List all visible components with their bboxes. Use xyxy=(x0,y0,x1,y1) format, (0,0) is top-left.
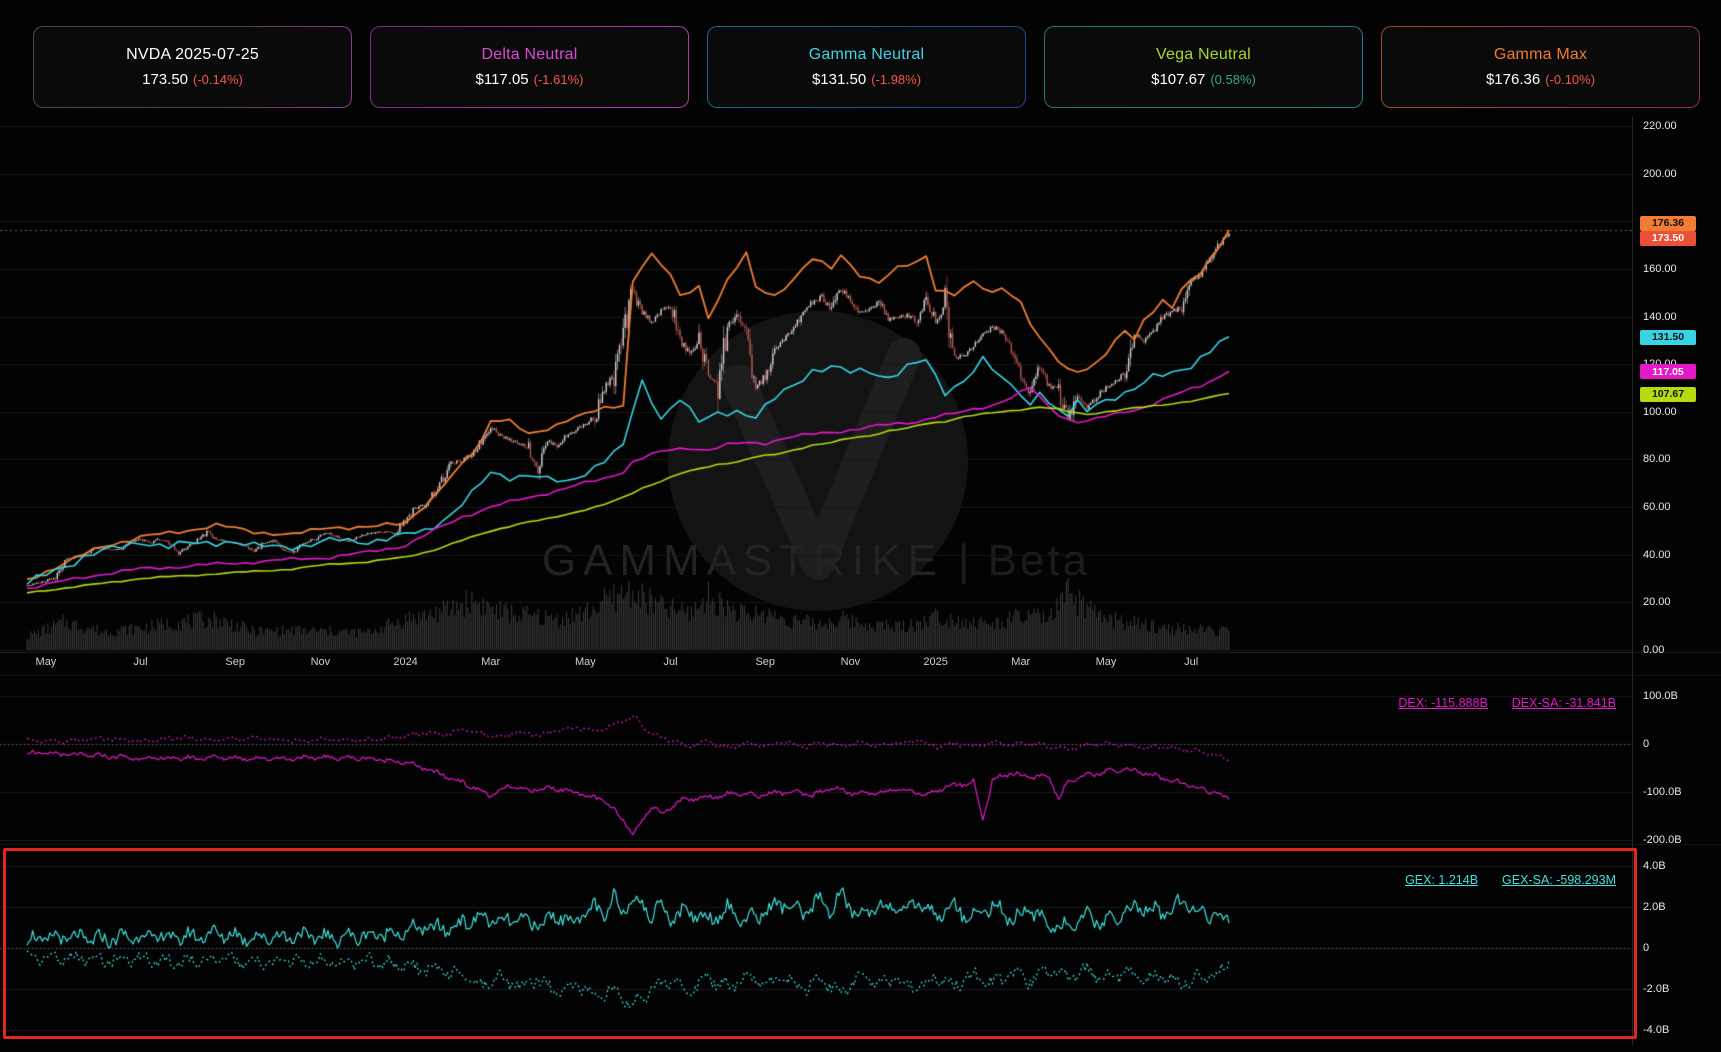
time-axis: May Jul Sep Nov 2024 Mar May Jul Sep Nov 2025 Mar Ma… xyxy=(0,653,1632,675)
price-chart-canvas[interactable] xyxy=(0,117,1632,652)
y-axis-label: 140.00 xyxy=(1643,310,1677,323)
x-axis-label-May: May xyxy=(35,656,57,668)
card-price[interactable]: NVDA 2025-07-25 173.50 (-0.14%) xyxy=(33,26,352,108)
card-gamma-max[interactable]: Gamma Max $176.36 (-0.10%) xyxy=(1381,26,1700,108)
card-gamma-max-title: Gamma Max xyxy=(1493,46,1588,63)
gex-y-axis: 4.0B 2.0B 0 -2.0B -4.0B xyxy=(1632,845,1721,1045)
price-y-axis: 220.00200.00180.00160.00140.00120.00100.… xyxy=(1632,117,1721,656)
gex-legend-link[interactable]: GEX: 1.214B xyxy=(1405,873,1479,887)
card-price-title: NVDA 2025-07-25 xyxy=(126,46,259,63)
price-plot: GAMMASTRIKE| Beta xyxy=(0,117,1632,652)
price-tag-117.05: 117.05 xyxy=(1640,364,1696,380)
dex-chart-canvas[interactable] xyxy=(0,676,1632,844)
card-delta-title: Delta Neutral xyxy=(481,46,578,63)
y-axis-label: 0.00 xyxy=(1643,644,1665,656)
x-axis-label-Jul: Jul xyxy=(133,656,148,668)
card-price-value: 173.50 (-0.14%) xyxy=(142,71,243,88)
x-axis-label-Jul: Jul xyxy=(663,656,678,668)
gex-chart-canvas[interactable] xyxy=(0,845,1632,1045)
y-axis-label: 220.00 xyxy=(1643,120,1677,132)
card-gamma-neutral-change: (-1.98%) xyxy=(871,72,922,87)
x-axis-label-2024: 2024 xyxy=(393,656,418,668)
y-axis-label: 100.00 xyxy=(1643,405,1677,418)
y-axis-label: 0 xyxy=(1643,942,1650,954)
card-vega-neutral[interactable]: Vega Neutral $107.67 (0.58%) xyxy=(1044,26,1363,108)
x-axis-label-Sep: Sep xyxy=(755,656,776,668)
gex-sa-legend-link[interactable]: GEX-SA: -598.293M xyxy=(1502,873,1616,887)
x-axis-label-May: May xyxy=(575,656,596,668)
y-axis-label: 0 xyxy=(1643,738,1650,750)
x-axis-label-May: May xyxy=(1095,656,1117,668)
card-gamma-max-value: $176.36 (-0.10%) xyxy=(1485,71,1596,88)
price-panel: GAMMASTRIKE| Beta 220.00200.00180.00160.… xyxy=(0,117,1721,656)
gex-legend: GEX: 1.214B GEX-SA: -598.293M xyxy=(1405,873,1616,887)
x-axis-label-Nov: Nov xyxy=(310,656,331,668)
y-axis-label: -4.0B xyxy=(1643,1024,1670,1036)
y-axis-label: 100.0B xyxy=(1643,690,1678,702)
card-gamma-neutral-title: Gamma Neutral xyxy=(808,46,925,63)
price-tag-131.50: 131.50 xyxy=(1640,329,1696,345)
y-axis-label: 200.00 xyxy=(1643,167,1677,180)
gex-plot: GEX: 1.214B GEX-SA: -598.293M xyxy=(0,845,1632,1045)
x-axis-label-Nov: Nov xyxy=(840,656,861,668)
card-gamma-neutral[interactable]: Gamma Neutral $131.50 (-1.98%) xyxy=(707,26,1026,108)
y-axis-label: 60.00 xyxy=(1643,501,1671,514)
x-axis-label-2025: 2025 xyxy=(923,656,948,668)
dex-sa-legend-link[interactable]: DEX-SA: -31.841B xyxy=(1511,696,1616,710)
card-price-change: (-0.14%) xyxy=(193,72,243,87)
axis-corner xyxy=(1632,653,1721,675)
price-tag-173.50: 173.50 xyxy=(1640,230,1696,246)
dex-plot: DEX: -115.888B DEX-SA: -31.841B xyxy=(0,676,1632,844)
dex-legend: DEX: -115.888B DEX-SA: -31.841B xyxy=(1398,696,1616,710)
price-tag-176.36: 176.36 xyxy=(1640,215,1696,231)
card-delta-value: $117.05 (-1.61%) xyxy=(475,71,584,88)
x-axis-label-Jul: Jul xyxy=(1184,656,1199,668)
y-axis-label: -100.0B xyxy=(1643,786,1682,798)
card-vega-title: Vega Neutral xyxy=(1156,46,1251,63)
y-axis-label: -2.0B xyxy=(1643,983,1670,995)
y-axis-label: 4.0B xyxy=(1643,860,1666,872)
x-axis-label-Mar: Mar xyxy=(1011,656,1031,668)
dex-panel: DEX: -115.888B DEX-SA: -31.841B 100.0B 0 -… xyxy=(0,675,1721,846)
gex-panel: GEX: 1.214B GEX-SA: -598.293M 4.0B 2.0B 0 -… xyxy=(0,844,1721,1045)
price-tag-107.67: 107.67 xyxy=(1640,386,1696,402)
y-axis-label: -200.0B xyxy=(1643,834,1682,846)
dex-y-axis: 100.0B 0 -100.0B -200.0B xyxy=(1632,676,1721,846)
card-vega-value: $107.67 (0.58%) xyxy=(1151,71,1256,88)
card-gamma-neutral-value: $131.50 (-1.98%) xyxy=(811,71,922,88)
y-axis-label: 2.0B xyxy=(1643,901,1666,913)
y-axis-label: 160.00 xyxy=(1643,262,1677,275)
card-delta-change: (-1.61%) xyxy=(533,72,584,87)
x-axis-label-Sep: Sep xyxy=(225,656,245,668)
y-axis-label: 20.00 xyxy=(1643,596,1671,609)
card-delta-neutral[interactable]: Delta Neutral $117.05 (-1.61%) xyxy=(370,26,689,108)
card-vega-change: (0.58%) xyxy=(1210,72,1256,87)
x-axis-label-Mar: Mar xyxy=(481,656,501,668)
dex-legend-link[interactable]: DEX: -115.888B xyxy=(1398,696,1488,710)
ticker-cards: NVDA 2025-07-25 173.50 (-0.14%) Delta Neu… xyxy=(33,26,1700,108)
y-axis-label: 80.00 xyxy=(1643,453,1671,466)
chart-area: GAMMASTRIKE| Beta 220.00200.00180.00160.… xyxy=(0,117,1721,1045)
y-axis-label: 40.00 xyxy=(1643,548,1671,561)
time-axis-row: May Jul Sep Nov 2024 Mar May Jul Sep Nov 2025 Mar Ma… xyxy=(0,653,1721,675)
card-gamma-max-change: (-0.10%) xyxy=(1545,72,1596,87)
